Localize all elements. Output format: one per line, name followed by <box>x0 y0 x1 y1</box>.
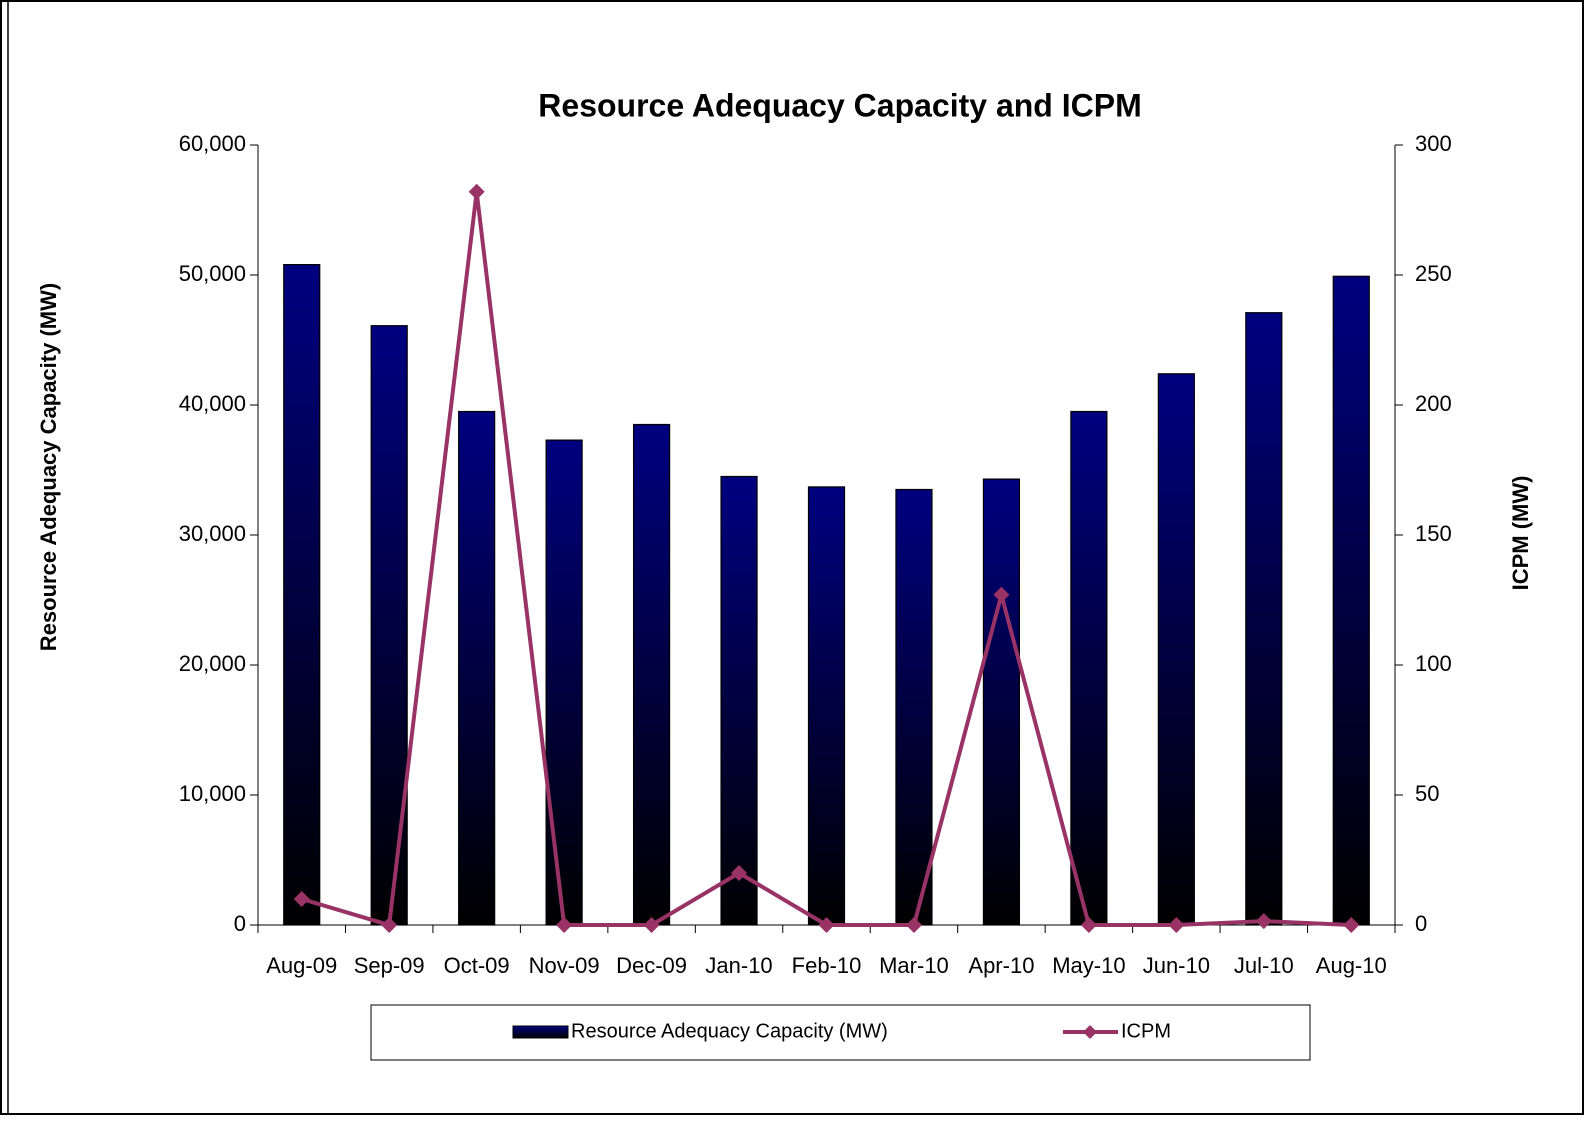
x-tick-label: Aug-09 <box>266 953 337 978</box>
y-tick-label: 10,000 <box>179 781 246 806</box>
line-marker <box>468 183 485 200</box>
x-tick-label: Jun-10 <box>1143 953 1210 978</box>
x-tick-label: Mar-10 <box>879 953 949 978</box>
y2-tick-label: 200 <box>1415 391 1452 416</box>
y2-tick-label: 300 <box>1415 131 1452 156</box>
line-marker <box>1255 913 1272 930</box>
line-marker <box>1168 917 1185 933</box>
y2-axis-label: ICPM (MW) <box>1508 476 1533 591</box>
line-marker <box>818 917 835 933</box>
legend-swatch <box>512 1025 569 1039</box>
x-tick-label: May-10 <box>1052 953 1125 978</box>
y-tick-label: 60,000 <box>179 131 246 156</box>
y-tick-label: 50,000 <box>179 261 246 286</box>
legend-marker <box>1083 1025 1097 1039</box>
line-marker <box>905 917 922 933</box>
y-tick-label: 0 <box>234 911 246 936</box>
y2-tick-label: 0 <box>1415 911 1427 936</box>
bar <box>982 478 1021 926</box>
line-marker <box>1080 917 1097 933</box>
line-marker <box>993 586 1010 603</box>
bar <box>720 475 758 926</box>
x-tick-label: Jan-10 <box>705 953 772 978</box>
line-marker <box>731 865 748 881</box>
bar <box>632 423 671 926</box>
y-tick-label: 40,000 <box>179 391 246 416</box>
y-tick-label: 30,000 <box>179 521 246 546</box>
y2-tick-label: 150 <box>1415 521 1452 546</box>
x-tick-label: Nov-09 <box>529 953 600 978</box>
legend-box <box>370 1004 1311 1061</box>
bar <box>807 486 846 926</box>
bar <box>1245 312 1283 926</box>
x-tick-label: Aug-10 <box>1316 953 1387 978</box>
legend-label: Resource Adequacy Capacity (MW) <box>571 1020 888 1042</box>
line-marker <box>643 917 660 933</box>
line-marker <box>381 917 398 933</box>
bar <box>895 488 933 926</box>
bar <box>545 439 583 926</box>
legend-label: ICPM <box>1121 1020 1171 1042</box>
x-tick-label: Feb-10 <box>792 953 862 978</box>
bar <box>1070 410 1108 926</box>
x-tick-label: Jul-10 <box>1234 953 1294 978</box>
x-tick-label: Oct-09 <box>444 953 510 978</box>
y2-tick-label: 250 <box>1415 261 1452 286</box>
x-tick-label: Apr-10 <box>968 953 1034 978</box>
bar <box>1157 373 1195 926</box>
line-marker <box>556 917 573 933</box>
bar <box>1332 275 1370 926</box>
bar <box>283 264 321 926</box>
line-marker <box>293 891 310 907</box>
chart-title: Resource Adequacy Capacity and ICPM <box>538 87 1141 123</box>
y-axis-label: Resource Adequacy Capacity (MW) <box>36 283 61 651</box>
y-tick-label: 20,000 <box>179 651 246 676</box>
line-marker <box>1343 917 1360 933</box>
x-tick-label: Sep-09 <box>354 953 425 978</box>
y2-tick-label: 50 <box>1415 781 1439 806</box>
x-tick-label: Dec-09 <box>616 953 687 978</box>
bar <box>458 410 496 926</box>
y2-tick-label: 100 <box>1415 651 1452 676</box>
